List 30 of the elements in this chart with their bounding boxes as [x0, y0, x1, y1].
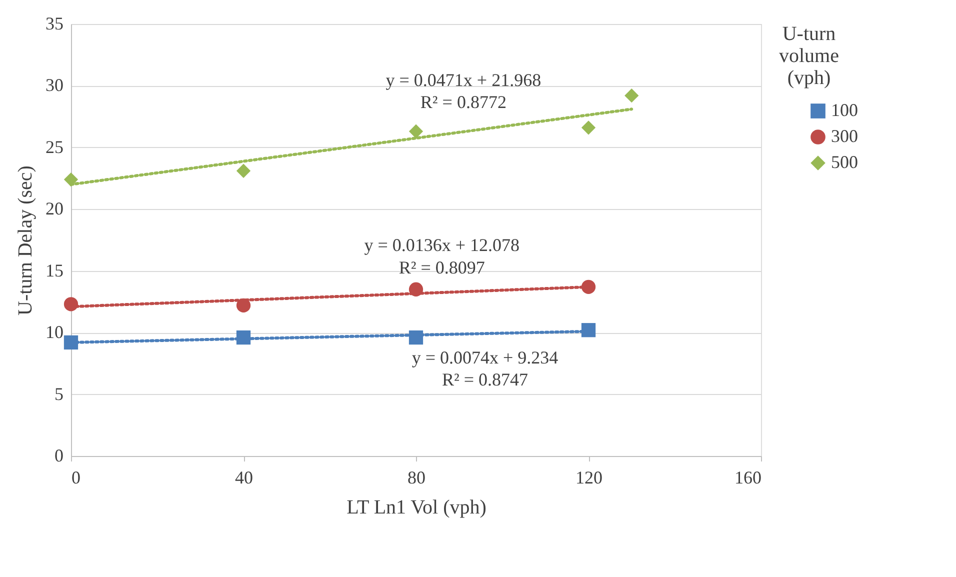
annotation: y = 0.0074x + 9.234: [412, 347, 558, 368]
legend-label: 500: [831, 152, 858, 172]
y-tick-label: 0: [54, 446, 64, 466]
x-axis-title: LT Ln1 Vol (vph): [346, 496, 486, 518]
x-tick-label: 80: [408, 468, 426, 488]
y-tick-label: 5: [54, 384, 64, 404]
annotation: R² = 0.8772: [420, 92, 506, 112]
point: [64, 172, 78, 187]
x-tick-label: 40: [235, 468, 253, 488]
y-tick-label: 30: [46, 75, 64, 96]
point: [236, 164, 251, 178]
y-tick-label: 15: [46, 260, 64, 280]
x-tick-label: 0: [72, 468, 80, 488]
legend-label: 300: [831, 126, 858, 146]
annotation: R² = 0.8097: [398, 257, 485, 278]
y-tick-label: 25: [46, 136, 64, 157]
y-tick-label: 20: [46, 198, 64, 219]
point: [624, 88, 639, 103]
legend-label: 100: [831, 100, 858, 120]
x-tick-label: 120: [576, 468, 602, 488]
y-tick-label: 10: [46, 322, 64, 342]
y-axis-title: U-turn Delay (sec): [14, 166, 36, 316]
y-tick-label: 35: [46, 14, 64, 34]
point: [581, 120, 596, 135]
annotation: R² = 0.8747: [442, 370, 528, 390]
annotation: y = 0.0471x + 21.968: [386, 70, 542, 90]
legend-title: U-turn volume (vph): [779, 23, 840, 89]
point: [408, 124, 424, 138]
x-tick-label: 160: [734, 468, 762, 488]
annotation: y = 0.0136x + 12.078: [364, 235, 520, 256]
